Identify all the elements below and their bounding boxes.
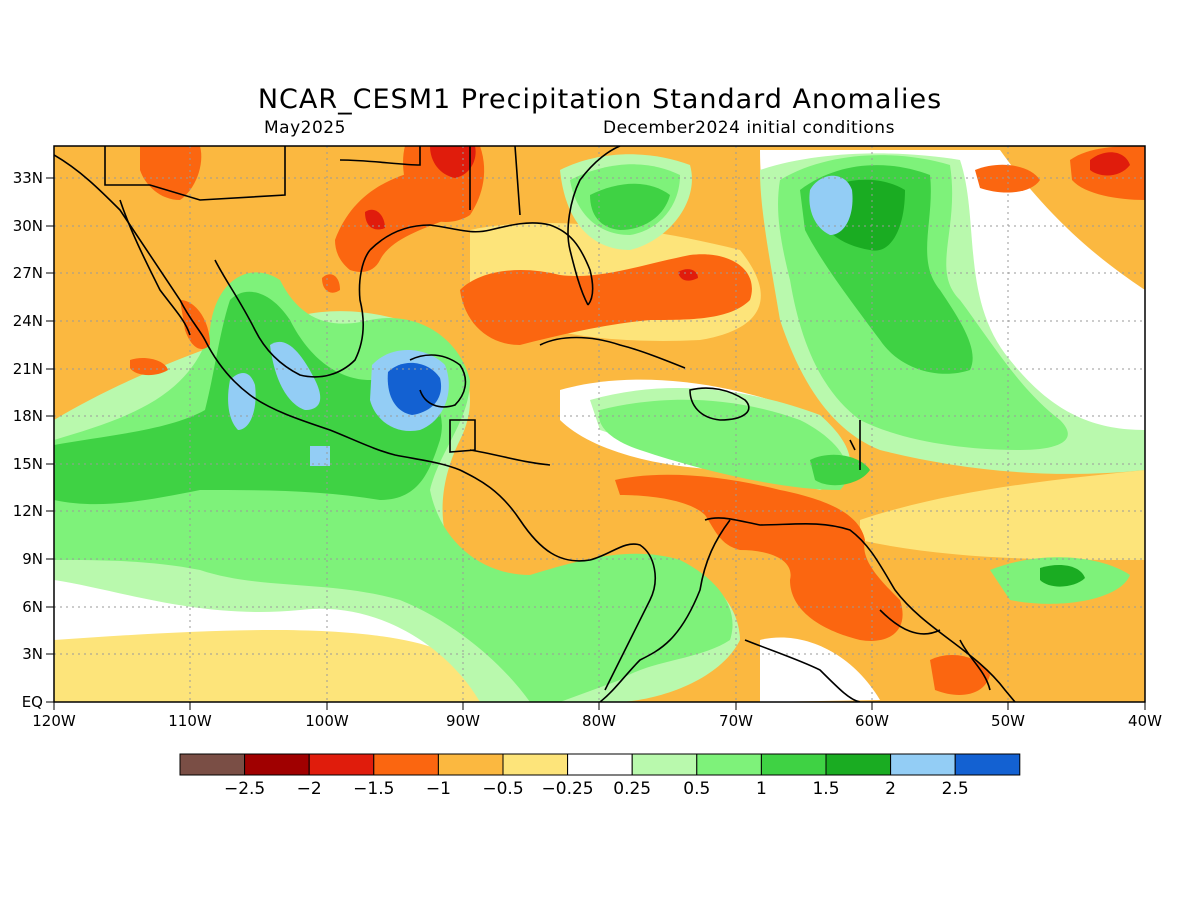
colorbar-swatch: [244, 753, 310, 776]
lon-tick-label: 70W: [719, 712, 753, 730]
colorbar-label: 2.5: [942, 779, 969, 799]
colorbar-label: 0.5: [683, 779, 710, 799]
lat-tick-label: EQ: [22, 693, 43, 711]
colorbar-swatch: [373, 753, 439, 776]
lat-tick-label: 27N: [13, 264, 43, 282]
colorbar-swatch: [567, 753, 633, 776]
lon-tick-label: 40W: [1128, 712, 1162, 730]
very-dry-atlantic: [1090, 152, 1130, 176]
colorbar-label: −1: [426, 779, 451, 799]
dry-pacific-spot: [130, 358, 168, 376]
colorbar-label: −0.25: [542, 779, 594, 799]
strong-wet-atlantic-light: [809, 175, 853, 235]
valid-month: May2025: [264, 118, 346, 138]
lat-tick-label: 24N: [13, 312, 43, 330]
lat-tick-labels: EQ 3N 6N 9N 12N 15N 18N 21N 24N 27N 30N …: [13, 169, 43, 711]
colorbar-swatch: [825, 753, 892, 776]
colorbar-label: −0.5: [482, 779, 523, 799]
lon-tick-label: 60W: [855, 712, 889, 730]
lat-tick-label: 12N: [13, 502, 43, 520]
colorbar-label: 1: [756, 779, 767, 799]
lat-tick-label: 9N: [22, 550, 43, 568]
colorbar-swatch: [631, 753, 698, 776]
colorbar-label: 1.5: [812, 779, 839, 799]
colorbar-label: 2: [885, 779, 896, 799]
very-dry-gulf: [365, 209, 385, 230]
init-conditions: December2024 initial conditions: [603, 118, 895, 138]
lat-tick-label: 15N: [13, 455, 43, 473]
pale-dry-atlantic: [860, 470, 1145, 560]
colorbar-label: −2: [297, 779, 322, 799]
colorbar-label: 0.25: [613, 779, 651, 799]
lat-tick-label: 6N: [22, 598, 43, 616]
lon-tick-label: 50W: [991, 712, 1025, 730]
colorbar-label: −1.5: [353, 779, 394, 799]
very-dry-texas: [430, 146, 476, 178]
lon-tick-label: 90W: [446, 712, 480, 730]
dry-gulf-central: [460, 254, 752, 345]
wet-caribbean-band: [599, 399, 848, 490]
strong-wet-mexico-light: [270, 341, 321, 410]
colorbar-swatch: [308, 753, 375, 776]
very-dry-gulf-spot: [678, 269, 698, 281]
dry-guianas-south: [930, 655, 990, 695]
lat-tick-label: 18N: [13, 407, 43, 425]
wet-florida-core: [590, 183, 670, 230]
lon-tick-label: 80W: [582, 712, 616, 730]
lon-tick-label: 120W: [32, 712, 76, 730]
map-title: NCAR_CESM1 Precipitation Standard Anomal…: [257, 84, 943, 115]
colorbar-swatch: [760, 753, 827, 776]
strong-wet-pacific-spot: [310, 446, 330, 466]
wet-caribbean-core: [810, 454, 870, 486]
colorbar-swatch: [890, 753, 956, 776]
lat-tick-label: 21N: [13, 360, 43, 378]
dry-northern-south-america: [615, 474, 903, 641]
colorbar-swatch: [954, 753, 1021, 776]
lat-tick-label: 33N: [13, 169, 43, 187]
lat-tick-label: 30N: [13, 217, 43, 235]
coastlines: [54, 146, 1016, 702]
colorbar-swatch: [696, 753, 762, 776]
colorbar-swatch: [437, 753, 504, 776]
colorbar-label: −2.5: [224, 779, 265, 799]
tick-marks: [46, 177, 1146, 710]
gridlines: [54, 146, 1145, 702]
wet-south-atlantic-core: [1040, 565, 1085, 587]
colorbar-swatch: [179, 753, 246, 776]
colorbar: −2.5 −2 −1.5 −1 −0.5 −0.25 0.25 0.5 1 1.5 2 2.5: [179, 753, 1021, 799]
lon-tick-label: 110W: [168, 712, 212, 730]
anomaly-fields: [54, 146, 1145, 702]
lat-tick-label: 3N: [22, 645, 43, 663]
colorbar-swatch: [502, 753, 569, 776]
lon-tick-labels: 120W 110W 100W 90W 80W 70W 60W 50W 40W: [32, 712, 1162, 730]
lon-tick-label: 100W: [305, 712, 349, 730]
dry-mid-atlantic: [975, 164, 1040, 193]
